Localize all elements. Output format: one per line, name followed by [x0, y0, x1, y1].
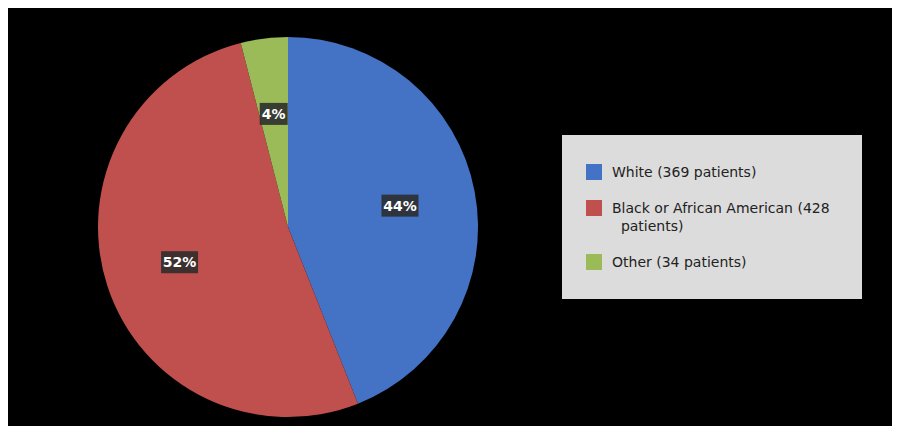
svg-text:44%: 44% — [383, 198, 417, 214]
html-text:Other (34 patients): Other (34 patients) — [612, 254, 747, 270]
svg-text:52%: 52% — [163, 254, 197, 270]
svg-text:4%: 4% — [262, 106, 286, 122]
html-text:Black or African American (428: Black or African American (428 patients) — [612, 200, 830, 234]
html-text:White (369 patients): White (369 patients) — [612, 164, 757, 180]
